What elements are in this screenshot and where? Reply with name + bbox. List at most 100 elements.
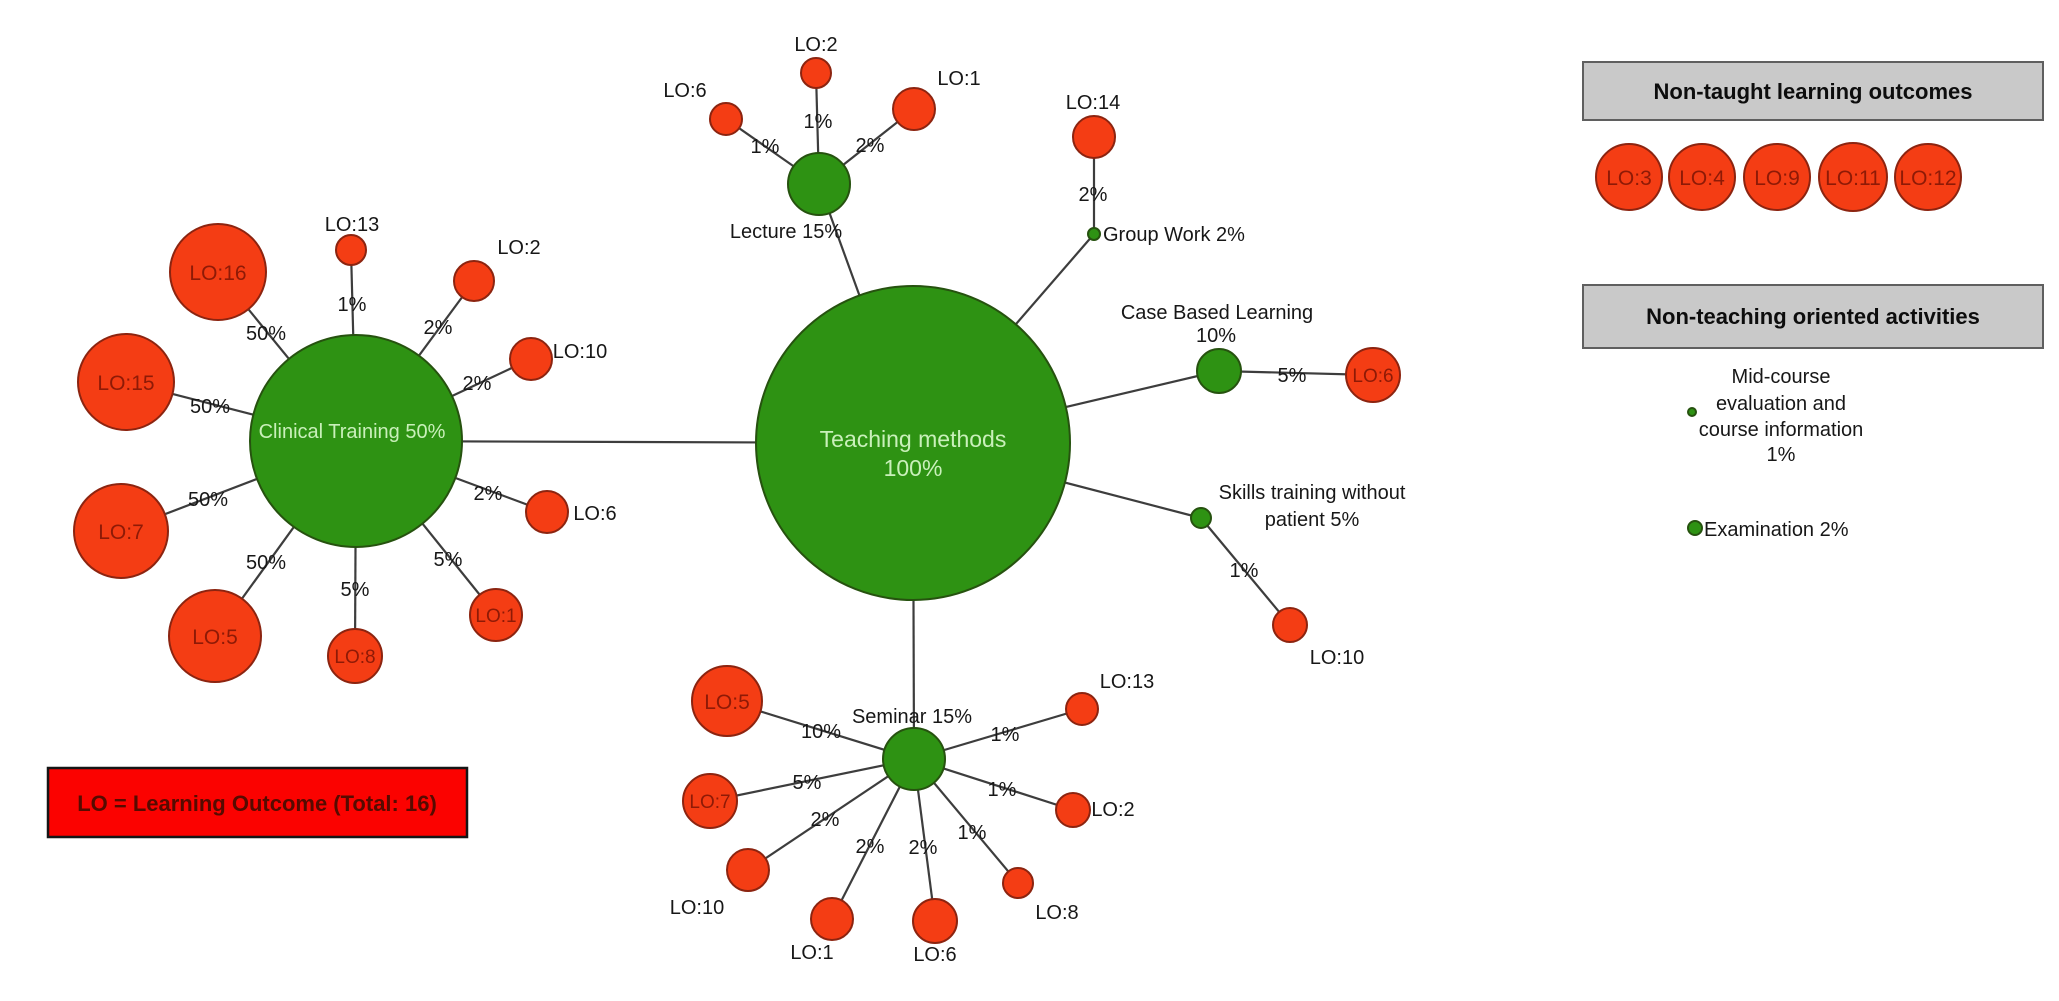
label-mid-course-line4: 1% xyxy=(1767,444,1796,466)
label-clinical-lo6: LO:6 xyxy=(573,503,616,525)
legend: LO = Learning Outcome (Total: 16) xyxy=(46,766,469,839)
edge-skills-lo10 xyxy=(1200,517,1291,626)
label-seminar-lo8: LO:8 xyxy=(1035,902,1078,924)
node-seminar-lo8 xyxy=(1002,867,1034,899)
label-lecture: Lecture 15% xyxy=(730,221,843,243)
label-seminar-lo2: LO:2 xyxy=(1091,799,1134,821)
node-lecture xyxy=(787,152,851,216)
pct-lecture-lo6: 1% xyxy=(751,136,780,158)
label-clinical-lo5: LO:5 xyxy=(192,626,238,649)
label-seminar-lo5: LO:5 xyxy=(704,691,750,714)
label-non-taught-lo9: LO:9 xyxy=(1754,167,1800,190)
node-clinical-lo16 xyxy=(169,223,267,321)
node-seminar-lo5 xyxy=(691,665,763,737)
lo-nodes xyxy=(73,57,1401,944)
pct-seminar-lo10: 2% xyxy=(811,809,840,831)
node-case-based-learning xyxy=(1196,348,1242,394)
label-teaching-methods: Teaching methods xyxy=(820,426,1007,452)
edge-seminar-lo10 xyxy=(747,758,915,871)
pct-skills-lo10: 1% xyxy=(1230,560,1259,582)
label-lecture-lo6: LO:6 xyxy=(663,80,706,102)
pct-group-work-lo14: 2% xyxy=(1079,184,1108,206)
pct-lecture-lo2: 1% xyxy=(804,111,833,133)
pct-seminar-lo1: 2% xyxy=(856,836,885,858)
method-nodes xyxy=(249,152,1242,791)
pct-seminar-lo2: 1% xyxy=(988,779,1017,801)
non-teaching-header-box xyxy=(1582,284,2044,349)
label-mid-course-line1: Mid-course xyxy=(1732,366,1831,388)
label-seminar-lo13: LO:13 xyxy=(1100,671,1154,693)
label-skills-line2: patient 5% xyxy=(1265,509,1360,531)
pct-seminar-lo6: 2% xyxy=(909,837,938,859)
node-lecture-lo1 xyxy=(892,87,936,131)
node-seminar-lo10 xyxy=(726,848,770,892)
label-group-work: Group Work 2% xyxy=(1103,224,1245,246)
label-clinical-lo2: LO:2 xyxy=(497,237,540,259)
pct-clinical-lo13: 1% xyxy=(338,294,367,316)
label-seminar-lo7: LO:7 xyxy=(689,792,730,813)
node-examination-dot xyxy=(1687,520,1703,536)
label-teaching-methods-pct: 100% xyxy=(884,455,943,481)
pct-clinical-lo7: 50% xyxy=(188,489,228,511)
node-clinical-lo10 xyxy=(509,337,553,381)
pct-seminar-lo7: 5% xyxy=(793,772,822,794)
node-non-taught-lo3 xyxy=(1595,143,1663,211)
label-lecture-lo2: LO:2 xyxy=(794,34,837,56)
node-non-taught-lo11 xyxy=(1818,142,1888,212)
node-clinical-lo6 xyxy=(525,490,569,534)
label-case-based-line1: Case Based Learning xyxy=(1121,302,1313,324)
label-examination: Examination 2% xyxy=(1704,519,1849,541)
pct-lecture-lo1: 2% xyxy=(856,135,885,157)
label-seminar: Seminar 15% xyxy=(852,706,972,728)
label-clinical-training: Clinical Training 50% xyxy=(259,421,446,443)
pct-clinical-lo8: 5% xyxy=(341,579,370,601)
pct-seminar-lo5: 10% xyxy=(801,721,841,743)
label-lecture-lo1: LO:1 xyxy=(937,68,980,90)
node-clinical-lo7 xyxy=(73,483,169,579)
node-seminar-lo13 xyxy=(1065,692,1099,726)
node-non-taught-lo9 xyxy=(1743,143,1811,211)
node-non-taught-lo12 xyxy=(1894,143,1962,211)
label-seminar-lo6: LO:6 xyxy=(913,944,956,966)
label-clinical-lo13: LO:13 xyxy=(325,214,379,236)
legend-text: LO = Learning Outcome (Total: 16) xyxy=(77,791,437,816)
label-seminar-lo1: LO:1 xyxy=(790,942,833,964)
label-clinical-lo16: LO:16 xyxy=(189,262,246,285)
non-taught-panel: Non-taught learning outcomes LO:3 LO:4 L… xyxy=(1582,61,2044,212)
node-seminar-lo2 xyxy=(1055,792,1091,828)
node-group-work xyxy=(1087,227,1101,241)
pct-clinical-lo5: 50% xyxy=(246,552,286,574)
node-lecture-lo2 xyxy=(800,57,832,89)
node-lecture-lo6 xyxy=(709,102,743,136)
label-clinical-lo1: LO:1 xyxy=(475,606,516,627)
label-clinical-lo8: LO:8 xyxy=(334,647,375,668)
non-taught-header: Non-taught learning outcomes xyxy=(1654,79,1973,104)
label-skills-line1: Skills training without xyxy=(1219,482,1406,504)
node-seminar-lo7 xyxy=(682,773,738,829)
node-seminar-lo6 xyxy=(912,898,958,944)
node-teaching-methods xyxy=(755,285,1071,601)
label-case-based-lo6: LO:6 xyxy=(1352,366,1393,387)
label-clinical-lo7: LO:7 xyxy=(98,521,144,544)
node-mid-course-dot xyxy=(1687,407,1697,417)
label-skills-lo10: LO:10 xyxy=(1310,647,1364,669)
label-non-taught-lo3: LO:3 xyxy=(1606,167,1652,190)
label-clinical-lo15: LO:15 xyxy=(97,372,154,395)
node-skills-training xyxy=(1190,507,1212,529)
node-labels: Teaching methods 100% Clinical Training … xyxy=(97,34,1405,966)
node-clinical-lo8 xyxy=(327,628,383,684)
pct-clinical-lo6: 2% xyxy=(474,483,503,505)
pct-clinical-lo2: 2% xyxy=(424,317,453,339)
edge-seminar-lo7 xyxy=(709,757,915,803)
legend-box xyxy=(46,766,469,839)
label-case-based-line2: 10% xyxy=(1196,325,1236,347)
edge-percent-labels: 50% 1% 2% 2% 50% 50% 2% 50% 5% 5% 1% 1% … xyxy=(188,111,1307,859)
non-teaching-panel: Non-teaching oriented activities Mid-cou… xyxy=(1582,284,2044,541)
node-case-based-lo6 xyxy=(1345,347,1401,403)
label-non-taught-lo4: LO:4 xyxy=(1679,167,1725,190)
node-clinical-lo15 xyxy=(77,333,175,431)
pct-clinical-lo15: 50% xyxy=(190,396,230,418)
node-clinical-lo5 xyxy=(168,589,262,683)
